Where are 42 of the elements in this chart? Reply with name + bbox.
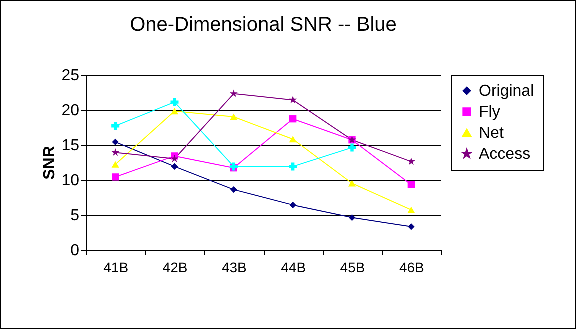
- point: [408, 224, 415, 230]
- y-tick-label: 25: [62, 68, 80, 84]
- point: [230, 90, 238, 98]
- y-tick-label: 10: [62, 172, 80, 190]
- point: [289, 96, 298, 104]
- point: [348, 144, 356, 152]
- point: [230, 186, 238, 194]
- legend-label: Fly: [479, 104, 500, 121]
- point: [290, 202, 296, 209]
- point: [171, 163, 178, 170]
- point: [112, 148, 120, 156]
- x-tick-label: 45B: [340, 260, 366, 276]
- y-tick-label: 5: [70, 208, 80, 224]
- point: [408, 181, 415, 188]
- chart-title: One-Dimensional SNR -- Blue: [130, 14, 397, 36]
- x-tick-label: 44B: [281, 260, 306, 276]
- legend-label: Access: [479, 146, 531, 163]
- point: [408, 206, 416, 214]
- legend-label: Net: [479, 125, 504, 142]
- y-tick-label: 20: [62, 102, 80, 120]
- legend-label: Original: [479, 83, 534, 100]
- point: [170, 154, 179, 162]
- point: [112, 161, 120, 168]
- point: [112, 138, 119, 146]
- y-axis-title: SNR: [42, 146, 59, 180]
- point: [170, 108, 179, 115]
- point: [290, 116, 297, 123]
- y-tick-label: 15: [62, 138, 80, 154]
- point: [407, 158, 416, 166]
- point: [348, 214, 356, 222]
- x-tick-label: 42B: [162, 260, 188, 276]
- point: [289, 162, 298, 171]
- point: [112, 122, 120, 130]
- point: [230, 114, 238, 120]
- x-tick-label: 43B: [222, 260, 247, 276]
- point: [348, 180, 356, 187]
- point: [170, 98, 179, 106]
- point: [289, 136, 297, 143]
- y-tick-label: 0: [70, 242, 80, 260]
- point: [112, 174, 120, 181]
- x-tick-label: 41B: [104, 260, 129, 276]
- x-tick-label: 46B: [399, 260, 424, 276]
